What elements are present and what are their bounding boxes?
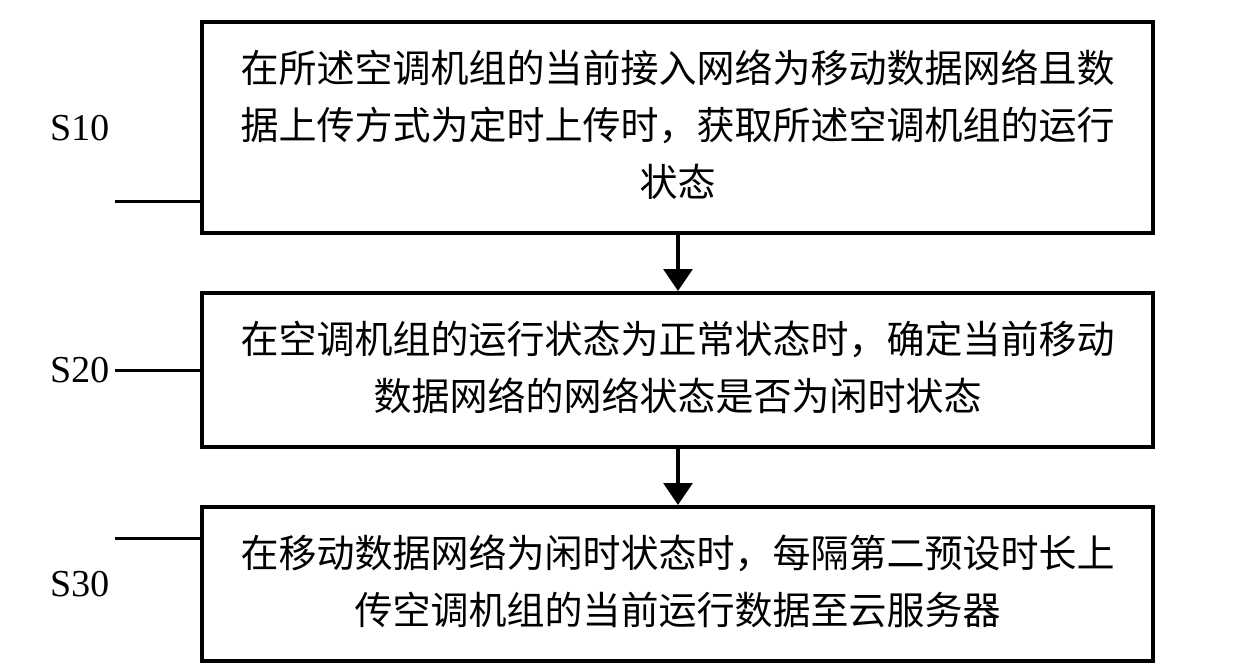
step-box-s20: 在空调机组的运行状态为正常状态时，确定当前移动数据网络的网络状态是否为闲时状态	[200, 291, 1155, 449]
arrow-s10-s20	[200, 235, 1155, 291]
flow-step-s10: S10 在所述空调机组的当前接入网络为移动数据网络且数据上传方式为定时上传时，获…	[50, 20, 1190, 235]
arrow-s20-s30	[200, 449, 1155, 505]
step-box-s10: 在所述空调机组的当前接入网络为移动数据网络且数据上传方式为定时上传时，获取所述空…	[200, 20, 1155, 235]
arrow-down-icon	[663, 235, 693, 291]
connector-line	[115, 537, 201, 540]
flow-step-s20: S20 在空调机组的运行状态为正常状态时，确定当前移动数据网络的网络状态是否为闲…	[50, 291, 1190, 449]
label-col: S30	[50, 505, 200, 663]
flow-step-s30: S30 在移动数据网络为闲时状态时，每隔第二预设时长上传空调机组的当前运行数据至…	[50, 505, 1190, 663]
step-box-s30: 在移动数据网络为闲时状态时，每隔第二预设时长上传空调机组的当前运行数据至云服务器	[200, 505, 1155, 663]
label-col: S20	[50, 291, 200, 449]
flowchart: S10 在所述空调机组的当前接入网络为移动数据网络且数据上传方式为定时上传时，获…	[50, 20, 1190, 663]
arrow-down-icon	[663, 449, 693, 505]
connector-line	[115, 369, 201, 372]
step-label-s20: S20	[50, 348, 109, 392]
label-col: S10	[50, 20, 200, 235]
step-label-s30: S30	[50, 562, 109, 606]
connector-line	[115, 200, 201, 203]
step-label-s10: S10	[50, 106, 109, 150]
